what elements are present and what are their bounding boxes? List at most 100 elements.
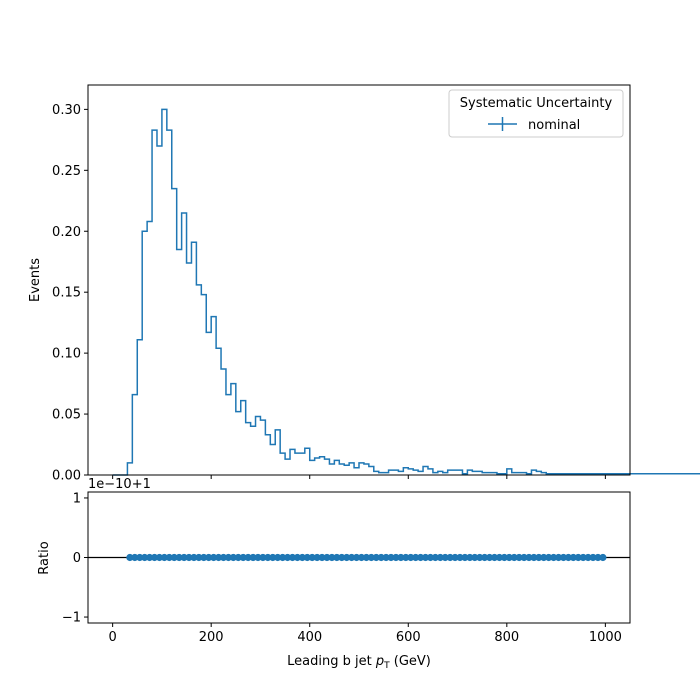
ratio-point: [239, 553, 247, 562]
ratio-point: [165, 553, 173, 562]
ratio-point: [338, 553, 346, 562]
ratio-point: [348, 553, 356, 562]
ratio-point: [564, 553, 573, 562]
legend-entry-nominal: nominal: [528, 118, 580, 133]
ratio-point: [214, 553, 223, 562]
ratio-point: [431, 553, 439, 562]
ratio-point: [313, 553, 321, 562]
ratio-point: [323, 553, 331, 562]
ratio-point: [367, 553, 375, 562]
ratio-point: [288, 553, 297, 562]
ratio-point: [126, 553, 134, 562]
ratio-point: [362, 553, 370, 562]
ratio-y-tick-label: −1: [62, 611, 81, 626]
ratio-y-label: Ratio: [37, 541, 52, 574]
main-panel: 0.00 0.05 0.10 0.15 0.20 0.25 0.30 Events Syst…: [28, 84, 700, 484]
ratio-point: [535, 553, 543, 562]
legend-title: Systematic Uncertainty: [460, 96, 613, 111]
ratio-point: [283, 553, 292, 562]
main-y-label: Events: [28, 258, 43, 302]
ratio-point: [441, 553, 449, 562]
x-tick-label: 0: [108, 630, 116, 645]
ratio-point: [382, 553, 390, 562]
ratio-point: [234, 553, 242, 562]
x-tick-label: 800: [494, 630, 519, 645]
ratio-point: [150, 553, 159, 562]
ratio-point: [274, 553, 282, 562]
ratio-point: [175, 553, 183, 562]
ratio-point: [599, 553, 607, 562]
ratio-point: [579, 553, 587, 562]
ratio-point: [190, 553, 198, 562]
ratio-offset-text: 1e−10+1: [88, 477, 151, 492]
main-y-tick-label: 0.00: [52, 469, 81, 484]
ratio-point: [298, 553, 306, 562]
ratio-point: [540, 553, 548, 562]
main-plot-area: [88, 85, 630, 475]
ratio-point: [333, 553, 341, 562]
ratio-point: [436, 553, 444, 562]
nominal-step-line: [112, 108, 700, 476]
main-y-tick-label: 0.10: [52, 347, 81, 362]
ratio-point: [495, 553, 504, 562]
legend: Systematic Uncertainty nominal: [448, 89, 624, 138]
ratio-point: [264, 553, 272, 562]
ratio-point: [279, 553, 287, 562]
ratio-panel: 1e−10+1 −1 0 1 0 200 400 600 800 1000 Ratio Lea…: [37, 477, 631, 671]
main-y-tick-label: 0.05: [52, 408, 81, 423]
legend-box: [448, 89, 624, 138]
ratio-point: [195, 553, 203, 562]
ratio-point: [229, 553, 237, 562]
ratio-point: [594, 553, 602, 562]
main-y-tick-label: 0.15: [52, 286, 81, 301]
ratio-point: [456, 553, 464, 562]
ratio-point: [372, 553, 380, 562]
ratio-point: [481, 553, 489, 562]
ratio-point: [205, 553, 213, 562]
ratio-point: [141, 553, 149, 562]
ratio-point: [397, 553, 405, 562]
ratio-point: [476, 553, 484, 562]
ratio-point: [466, 553, 474, 562]
ratio-y-ticks: −1 0 1: [62, 491, 88, 626]
ratio-point: [244, 553, 252, 562]
ratio-point: [170, 553, 178, 562]
ratio-point: [293, 553, 302, 562]
ratio-point: [525, 553, 533, 562]
ratio-point: [343, 553, 351, 562]
ratio-point: [160, 553, 168, 562]
ratio-point: [200, 553, 208, 562]
ratio-x-ticks: 0 200 400 600 800 1000: [108, 623, 622, 645]
ratio-point: [421, 553, 430, 562]
legend-marker-nominal: [488, 117, 517, 131]
ratio-point: [269, 553, 277, 562]
ratio-point: [407, 553, 415, 562]
ratio-point: [559, 553, 568, 562]
ratio-point: [490, 553, 499, 562]
ratio-point: [451, 553, 459, 562]
ratio-point: [515, 553, 523, 562]
ratio-point: [210, 553, 218, 562]
ratio-point: [180, 553, 188, 562]
main-y-tick-label: 0.25: [52, 164, 81, 179]
ratio-y-tick-label: 1: [73, 491, 81, 506]
main-y-tick-label: 0.20: [52, 225, 81, 240]
ratio-point: [303, 553, 311, 562]
ratio-axes-frame: [87, 491, 631, 624]
ratio-point: [461, 553, 469, 562]
ratio-point: [219, 553, 228, 562]
ratio-points: [126, 553, 607, 562]
x-tick-label: 600: [396, 630, 421, 645]
main-x-ticks: [112, 475, 606, 479]
ratio-point: [131, 553, 139, 562]
x-axis-label: Leading b jet pT (GeV): [287, 654, 431, 671]
ratio-point: [416, 553, 425, 562]
ratio-point: [249, 553, 257, 562]
ratio-point: [584, 553, 592, 562]
ratio-point: [392, 553, 400, 562]
ratio-point: [145, 553, 154, 562]
ratio-point: [412, 553, 420, 562]
ratio-point: [155, 553, 164, 562]
ratio-point: [545, 553, 553, 562]
